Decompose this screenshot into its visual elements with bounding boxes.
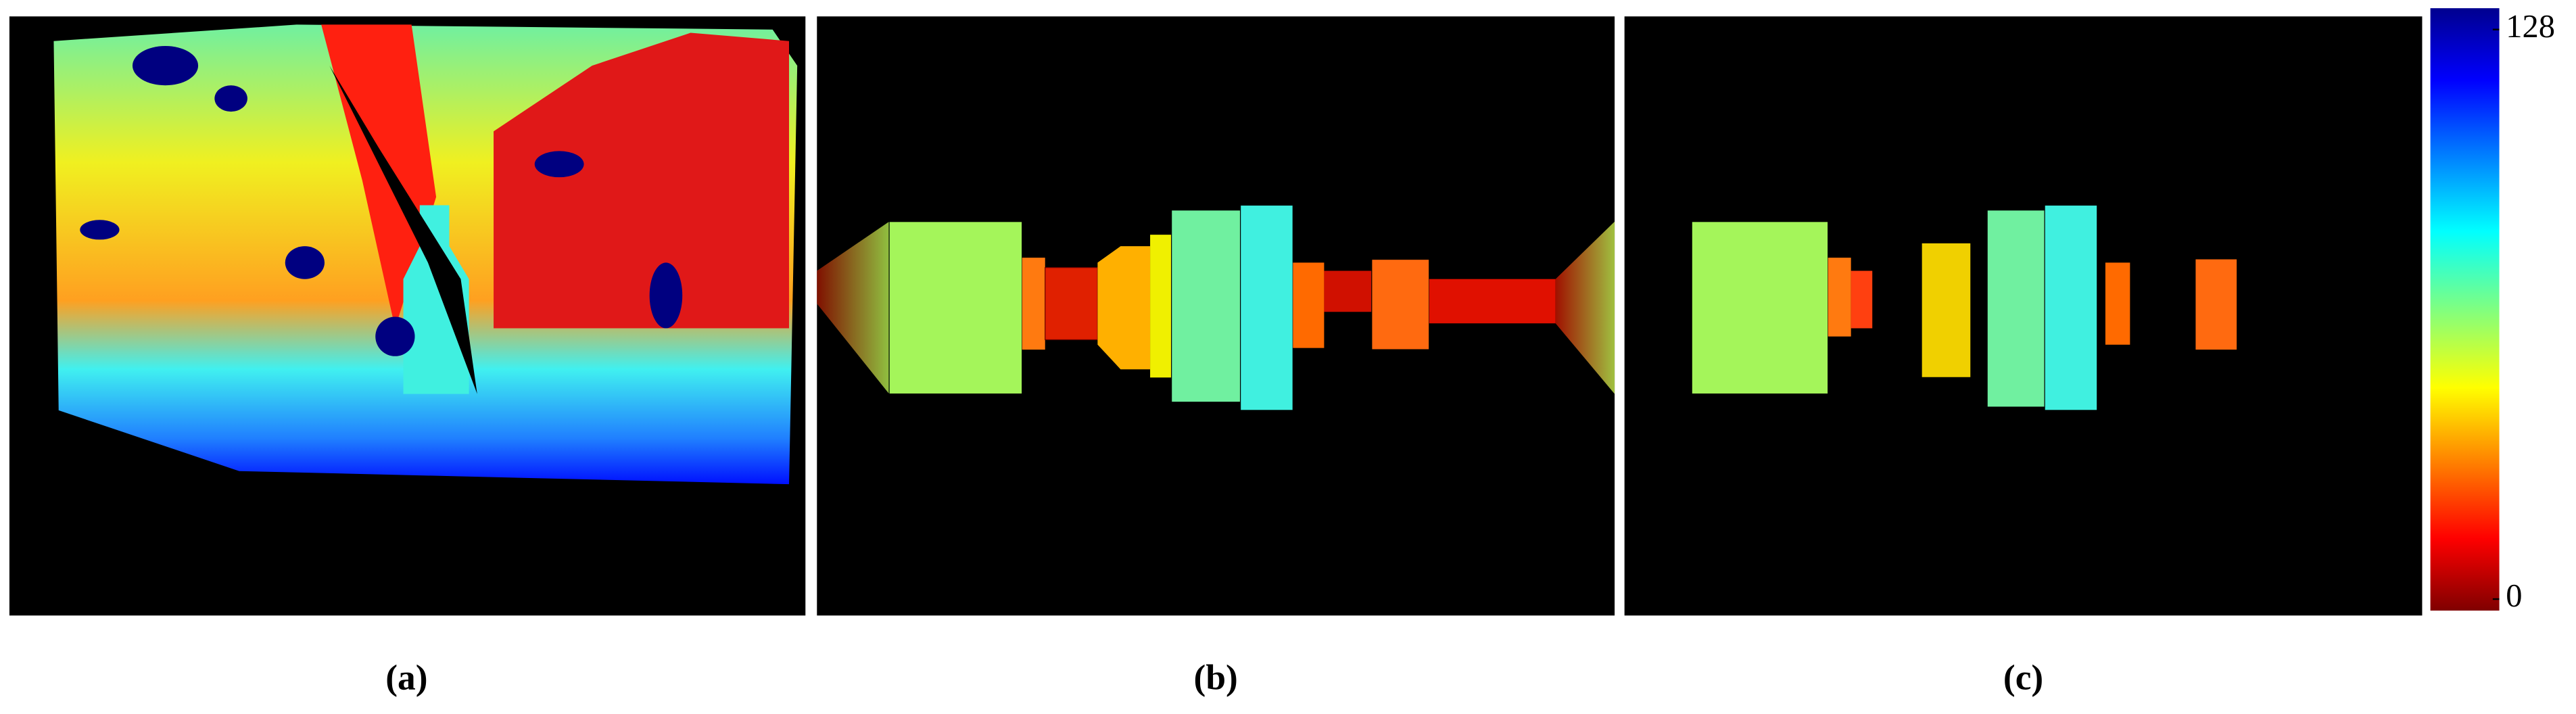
tick-label: 128 <box>2506 8 2555 45</box>
colorbar <box>2430 8 2500 611</box>
panel-label: (c) <box>2003 657 2043 698</box>
panel-a <box>9 16 806 616</box>
panel-label: (b) <box>1194 657 1238 698</box>
panel-c <box>1624 16 2423 616</box>
tick-label: 0 <box>2506 577 2522 614</box>
panel-label: (a) <box>385 657 427 698</box>
colorbar-ticks: 0 128 <box>2492 8 2555 614</box>
panel-b <box>817 16 1615 616</box>
